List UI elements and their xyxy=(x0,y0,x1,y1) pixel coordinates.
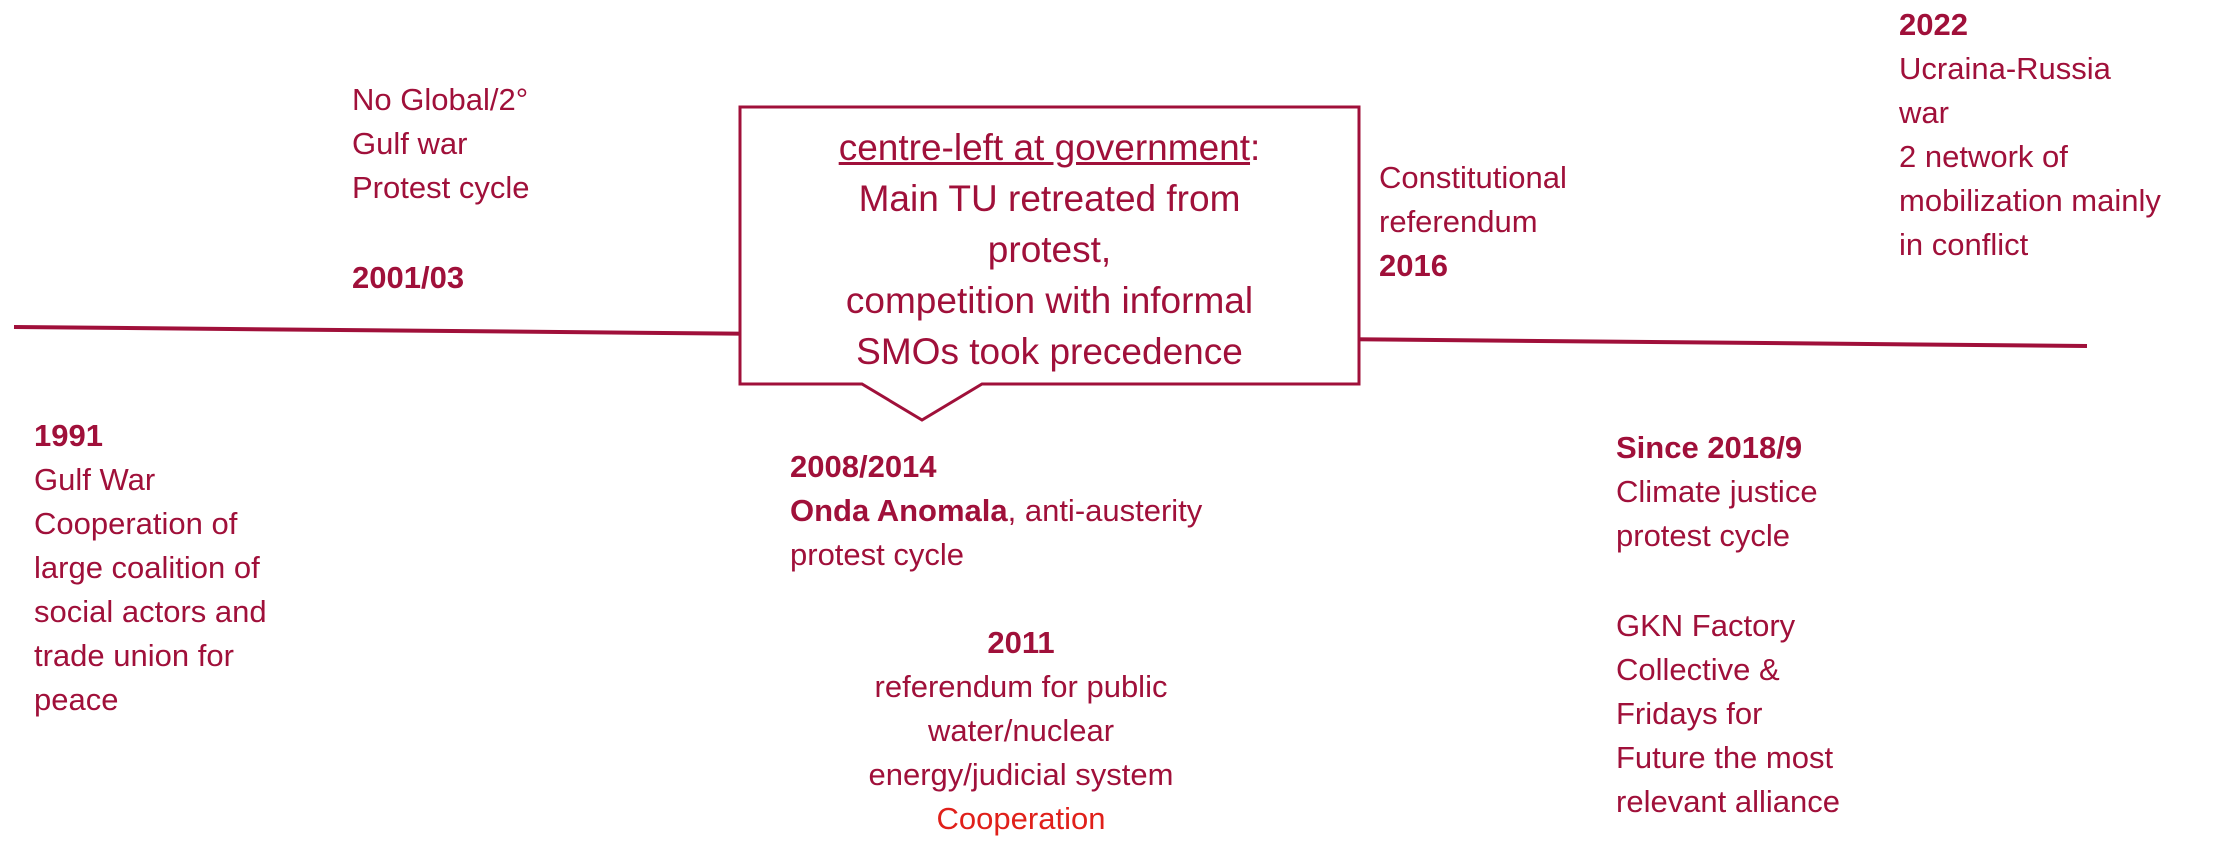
text-lines: Main TU retreated from protest, competitio… xyxy=(740,173,1359,377)
event-2018: Since 2018/9 Climate justice protest cycl… xyxy=(1616,426,1818,558)
text-line: Gulf war xyxy=(352,126,468,161)
text: : xyxy=(1250,127,1261,168)
event-1991: 1991 Gulf War Cooperation of large coaliti… xyxy=(34,414,267,722)
callout-box xyxy=(738,105,1361,422)
year: 2016 xyxy=(1379,248,1448,283)
text-line: Future the most xyxy=(1616,740,1834,775)
text-line: protest, xyxy=(987,229,1112,270)
text-line: relevant alliance xyxy=(1616,784,1841,819)
text-line: Constitutional xyxy=(1379,160,1567,195)
text-line: GKN Factory xyxy=(1616,608,1796,643)
text-line: Cooperation of xyxy=(34,506,238,541)
text-lines: Constitutional referendum xyxy=(1379,156,1567,244)
text-line: SMOs took precedence xyxy=(856,331,1243,372)
text-line: Onda Anomala, anti-austerity xyxy=(790,489,1202,533)
highlight-text: Cooperation xyxy=(936,801,1106,836)
year: 2001/03 xyxy=(352,260,465,295)
text-line: energy/judicial system xyxy=(868,757,1174,792)
event-2022: 2022 Ucraina-Russia war 2 network of mobili… xyxy=(1899,2,2161,266)
text-line: centre-left at government: xyxy=(740,122,1359,173)
text-line: social actors and xyxy=(34,594,267,629)
bold-text: Onda Anomala xyxy=(790,493,1008,528)
text-line: in conflict xyxy=(1899,227,2029,262)
text-line: war xyxy=(1899,95,1949,130)
text-lines: Climate justice protest cycle xyxy=(1616,470,1818,558)
text-line: Climate justice xyxy=(1616,474,1818,509)
year: Since 2018/9 xyxy=(1616,430,1803,465)
text-line: Ucraina-Russia xyxy=(1899,51,2111,86)
underlined-text: centre-left at government xyxy=(838,127,1251,168)
text-line: referendum xyxy=(1379,204,1538,239)
year: 2022 xyxy=(1899,7,1968,42)
text-line: Main TU retreated from xyxy=(858,178,1241,219)
text-line: trade union for xyxy=(34,638,234,673)
year: 2011 xyxy=(987,625,1055,660)
text-line: referendum for public xyxy=(874,669,1168,704)
text-line: No Global/2° xyxy=(352,82,529,117)
text-line: Protest cycle xyxy=(352,170,530,205)
year: 1991 xyxy=(34,418,103,453)
callout-text: centre-left at government: Main TU retre… xyxy=(740,122,1359,377)
text: , anti-austerity xyxy=(1007,493,1203,528)
event-2001-text: No Global/2° Gulf war Protest cycle xyxy=(352,78,529,210)
text-lines: Ucraina-Russia war 2 network of mobilizatio… xyxy=(1899,46,2161,266)
event-2011: 2011 referendum for public water/nuclear e… xyxy=(869,621,1174,841)
year: 2008/2014 xyxy=(790,449,937,484)
text-line: water/nuclear xyxy=(927,713,1115,748)
text-line: Fridays for xyxy=(1616,696,1763,731)
text-line: protest cycle xyxy=(790,537,965,572)
text-lines: Gulf War Cooperation of large coalition of… xyxy=(34,458,267,722)
text-line: large coalition of xyxy=(34,550,260,585)
event-2016: Constitutional referendum 2016 xyxy=(1379,156,1567,288)
text-line: Collective & xyxy=(1616,652,1780,687)
event-2008: 2008/2014 Onda Anomala, anti-austerity p… xyxy=(790,445,1202,577)
text-line: Gulf War xyxy=(34,462,156,497)
text-line: peace xyxy=(34,682,119,717)
text-line: competition with informal xyxy=(845,280,1254,321)
text-lines: protest cycle xyxy=(790,533,1202,577)
text-line: mobilization mainly xyxy=(1899,183,2161,218)
text-lines: referendum for public water/nuclear energy… xyxy=(869,665,1174,797)
event-2018-alliance: GKN Factory Collective & Fridays for Future… xyxy=(1616,604,1840,824)
text-line: 2 network of xyxy=(1899,139,2068,174)
event-year: 2001/03 xyxy=(352,256,464,300)
text-line: protest cycle xyxy=(1616,518,1791,553)
